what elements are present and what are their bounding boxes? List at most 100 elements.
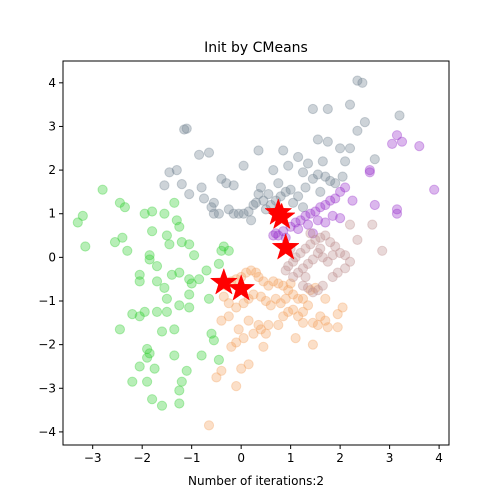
data-point-cluster-4 bbox=[258, 276, 269, 287]
data-point-cluster-5 bbox=[297, 280, 309, 291]
data-point-cluster-2 bbox=[364, 167, 375, 178]
data-point-cluster-1 bbox=[297, 202, 309, 213]
data-point-cluster-4 bbox=[280, 293, 291, 304]
data-point-cluster-3 bbox=[169, 197, 180, 208]
data-point-cluster-2 bbox=[391, 130, 403, 141]
data-point-cluster-3 bbox=[166, 269, 177, 280]
data-point-cluster-5 bbox=[305, 239, 316, 250]
data-point-cluster-2 bbox=[302, 219, 314, 230]
data-point-cluster-3 bbox=[151, 261, 163, 272]
data-point-cluster-4 bbox=[211, 372, 222, 383]
data-point-cluster-1 bbox=[194, 149, 205, 160]
data-point-cluster-4 bbox=[312, 319, 323, 331]
data-point-cluster-5 bbox=[320, 230, 331, 241]
data-point-cluster-4 bbox=[238, 298, 249, 309]
x-tick-label: 3 bbox=[386, 451, 394, 465]
data-point-cluster-4 bbox=[332, 322, 343, 333]
data-point-cluster-5 bbox=[283, 261, 294, 272]
data-point-cluster-1 bbox=[159, 180, 170, 191]
data-point-cluster-1 bbox=[394, 110, 405, 121]
data-point-cluster-1 bbox=[253, 189, 264, 200]
cluster-center-star bbox=[227, 274, 256, 301]
data-point-cluster-1 bbox=[322, 103, 333, 115]
data-point-cluster-3 bbox=[174, 267, 185, 278]
data-point-cluster-5 bbox=[344, 256, 356, 267]
data-point-cluster-4 bbox=[223, 298, 234, 309]
data-point-cluster-1 bbox=[228, 208, 239, 219]
data-point-cluster-3 bbox=[119, 202, 131, 213]
cluster-center-star bbox=[271, 233, 300, 260]
data-point-cluster-1 bbox=[369, 154, 380, 165]
data-point-cluster-5 bbox=[295, 247, 306, 259]
data-point-cluster-3 bbox=[109, 237, 121, 248]
data-point-cluster-2 bbox=[335, 213, 346, 224]
data-point-cluster-2 bbox=[293, 223, 304, 235]
data-point-cluster-5 bbox=[293, 267, 304, 278]
data-point-cluster-3 bbox=[164, 239, 175, 250]
data-point-cluster-3 bbox=[147, 226, 158, 237]
data-point-cluster-1 bbox=[268, 165, 279, 176]
data-point-cluster-1 bbox=[285, 184, 296, 195]
data-point-cluster-2 bbox=[330, 193, 341, 204]
data-point-cluster-5 bbox=[307, 287, 318, 298]
data-point-cluster-3 bbox=[216, 245, 227, 256]
data-point-cluster-4 bbox=[283, 285, 294, 296]
data-point-cluster-4 bbox=[233, 324, 244, 335]
data-point-cluster-3 bbox=[127, 376, 138, 387]
data-point-cluster-4 bbox=[305, 285, 316, 296]
data-point-cluster-3 bbox=[80, 241, 91, 252]
data-point-cluster-5 bbox=[325, 237, 336, 248]
data-point-cluster-5 bbox=[307, 254, 318, 265]
data-point-cluster-4 bbox=[302, 300, 314, 311]
data-point-cluster-1 bbox=[307, 103, 318, 115]
data-point-cluster-3 bbox=[134, 276, 145, 287]
data-point-cluster-4 bbox=[283, 306, 294, 317]
data-point-cluster-1 bbox=[250, 197, 262, 208]
x-tick-label: −3 bbox=[84, 451, 102, 465]
data-point-cluster-3 bbox=[144, 250, 155, 261]
data-point-cluster-2 bbox=[312, 215, 323, 226]
x-tick-label: 2 bbox=[336, 451, 344, 465]
data-point-cluster-5 bbox=[352, 234, 363, 245]
data-point-cluster-3 bbox=[142, 343, 153, 355]
data-point-cluster-3 bbox=[134, 269, 145, 280]
data-point-cluster-3 bbox=[144, 348, 155, 359]
y-tick-label: −2 bbox=[38, 338, 56, 352]
data-point-cluster-5 bbox=[300, 243, 311, 254]
x-tick-label: 4 bbox=[435, 451, 443, 465]
data-point-cluster-2 bbox=[278, 226, 289, 237]
data-point-cluster-1 bbox=[208, 197, 219, 208]
data-point-cluster-2 bbox=[396, 136, 408, 147]
data-point-cluster-3 bbox=[186, 278, 197, 289]
data-point-cluster-4 bbox=[310, 282, 321, 293]
data-point-cluster-2 bbox=[273, 230, 284, 241]
data-point-cluster-2 bbox=[391, 208, 403, 219]
data-point-cluster-4 bbox=[293, 311, 304, 322]
data-point-cluster-5 bbox=[302, 258, 314, 269]
data-point-cluster-4 bbox=[297, 306, 309, 317]
data-point-cluster-4 bbox=[218, 291, 229, 302]
data-point-cluster-2 bbox=[268, 230, 279, 241]
data-point-cluster-1 bbox=[312, 169, 323, 180]
data-point-cluster-4 bbox=[241, 267, 252, 278]
data-point-cluster-4 bbox=[297, 293, 309, 304]
data-point-cluster-1 bbox=[359, 117, 370, 128]
data-point-cluster-4 bbox=[216, 365, 227, 376]
data-point-cluster-2 bbox=[300, 210, 311, 221]
data-points bbox=[72, 75, 440, 431]
data-point-cluster-4 bbox=[288, 304, 299, 315]
data-point-cluster-3 bbox=[127, 309, 138, 320]
data-point-cluster-1 bbox=[322, 136, 333, 147]
data-point-cluster-2 bbox=[270, 228, 281, 239]
data-point-cluster-4 bbox=[288, 289, 299, 300]
data-point-cluster-3 bbox=[189, 250, 200, 261]
data-point-cluster-3 bbox=[147, 206, 158, 217]
data-point-cluster-5 bbox=[377, 245, 388, 256]
data-point-cluster-5 bbox=[315, 232, 326, 243]
data-point-cluster-4 bbox=[337, 302, 348, 313]
data-point-cluster-1 bbox=[325, 175, 336, 187]
data-point-cluster-3 bbox=[174, 398, 185, 409]
data-point-cluster-3 bbox=[184, 274, 195, 285]
data-point-cluster-2 bbox=[391, 204, 403, 215]
data-point-cluster-4 bbox=[268, 276, 279, 287]
